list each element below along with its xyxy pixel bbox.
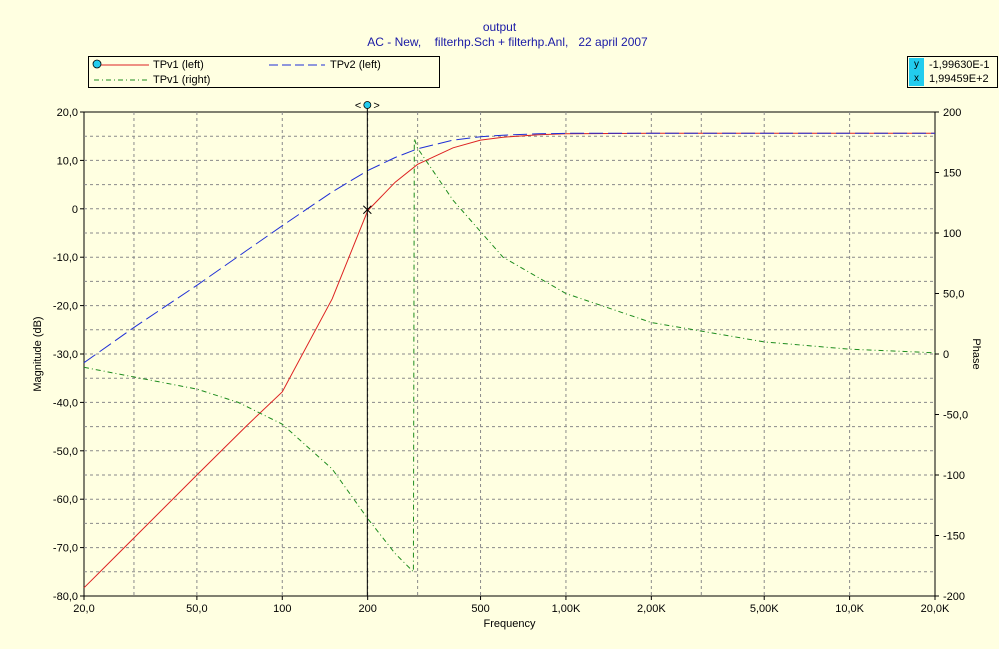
cursor-layer[interactable]: < >	[355, 100, 380, 596]
legend-label-tpv1-left: TPv1 (left)	[153, 59, 204, 71]
chart-title: output	[482, 20, 517, 34]
cursor-handle-icon[interactable]	[92, 59, 102, 69]
y-right-tick-label: -50,0	[943, 410, 968, 422]
legend[interactable]: TPv1 (left) TPv2 (left) TPv1 (right)	[88, 56, 440, 88]
y-right-tick-label: 50,0	[943, 289, 964, 301]
cursor-readout: y -1,99630E-1 x 1,99459E+2	[907, 56, 998, 88]
x-tick-label: 2,00K	[637, 603, 666, 615]
x-tick-label: 50,0	[186, 603, 207, 615]
y-left-tick-label: -30,0	[53, 349, 78, 361]
y-left-tick-label: -10,0	[53, 252, 78, 264]
y-left-axis-title: Magnitude (dB)	[32, 316, 44, 391]
y-left-tick-label: -50,0	[53, 446, 78, 458]
x-tick-label: 1,00K	[552, 603, 581, 615]
cursor-handle-dot	[363, 101, 372, 109]
readout-y-value: -1,99630E-1	[929, 59, 990, 71]
y-right-tick-label: 200	[943, 107, 961, 119]
y-right-tick-label: -150	[943, 531, 965, 543]
y-left-tick-label: 0	[72, 204, 78, 216]
x-axis-title: Frequency	[484, 618, 536, 630]
x-tick-label: 500	[471, 603, 489, 615]
plot-area[interactable]: < >	[83, 100, 936, 597]
x-tick-label: 10,0K	[835, 603, 864, 615]
series-line-tpv2-left	[83, 132, 935, 364]
x-tick-label: 20,0K	[921, 603, 950, 615]
y-right-tick-label: 0	[943, 349, 949, 361]
legend-label-tpv2-left: TPv2 (left)	[330, 59, 381, 71]
y-right-tick-label: 150	[943, 168, 961, 180]
y-right-tick-label: 100	[943, 228, 961, 240]
chart-subtitle: AC - New, filterhp.Sch + filterhp.Anl, 2…	[367, 35, 648, 49]
readout-x-key: x	[909, 72, 924, 86]
y-left-tick-label: -70,0	[53, 543, 78, 555]
y-left-axis-ticks: 20,0 10,0 0 -10,0 -20,0 -30,0 -40,0 -50,0 -60,0 -…	[53, 107, 84, 603]
grid-lines	[84, 112, 935, 596]
y-right-axis-ticks: 200 150 100 50,0 0 -50,0 -100 -150 -200	[935, 107, 968, 603]
y-right-axis-title: Phase	[970, 338, 982, 369]
cursor-handle-icon[interactable]: < >	[355, 100, 380, 112]
cursor-marker	[362, 205, 372, 215]
legend-label-tpv1-right: TPv1 (right)	[153, 74, 211, 86]
x-tick-label: 5,00K	[750, 603, 779, 615]
y-left-tick-label: -40,0	[53, 397, 78, 409]
y-left-tick-label: -20,0	[53, 301, 78, 313]
y-right-tick-label: -200	[943, 591, 965, 603]
x-tick-label: 200	[358, 603, 376, 615]
y-left-tick-label: 20,0	[57, 107, 78, 119]
series-layer	[83, 132, 936, 589]
y-left-tick-label: 10,0	[57, 155, 78, 167]
y-right-tick-label: -100	[943, 470, 965, 482]
x-tick-label: 20,0	[73, 603, 94, 615]
readout-x-value: 1,99459E+2	[929, 73, 989, 85]
readout-y-key: y	[909, 58, 924, 72]
y-left-tick-label: -60,0	[53, 494, 78, 506]
y-left-tick-label: -80,0	[53, 591, 78, 603]
cursor-handle-left: <	[355, 100, 361, 112]
x-tick-label: 100	[273, 603, 291, 615]
cursor-handle-right: >	[373, 100, 379, 112]
x-axis-ticks: 20,0 50,0 100 200 500 1,00K 2,00K 5,00K 10,0K 20,…	[73, 596, 950, 615]
